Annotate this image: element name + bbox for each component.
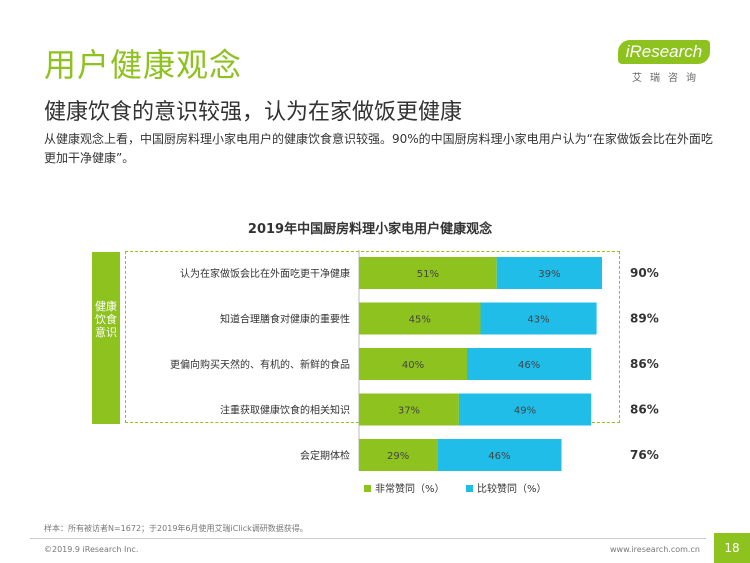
data-label: 43% — [527, 315, 549, 326]
copyright-text: ©2019.9 iResearch Inc. — [44, 545, 139, 554]
iresearch-logo: iResearch 艾瑞咨询 — [618, 40, 718, 90]
total-label: 89% — [630, 312, 659, 326]
data-label: 40% — [402, 360, 424, 371]
data-label: 39% — [538, 269, 560, 280]
chart-title: 2019年中国厨房料理小家电用户健康观念 — [247, 222, 493, 237]
bar-segment — [359, 302, 481, 335]
category-label: 知道合理膳食对健康的重要性 — [220, 313, 350, 326]
category-label: 注重获取健康饮食的相关知识 — [220, 404, 350, 417]
bar-segment — [359, 439, 438, 471]
bar-segment — [467, 348, 592, 380]
total-label: 76% — [630, 448, 659, 462]
data-label: 46% — [518, 360, 540, 371]
side-category-label: 健康饮食意识 — [95, 300, 117, 339]
legend-swatch — [364, 485, 371, 492]
bar-segment — [496, 257, 602, 289]
page-description: 从健康观念上看，中国厨房料理小家电用户的健康饮食意识较强。90%的中国厨房料理小… — [44, 132, 713, 165]
sample-note: 样本：所有被访者N=1672；于2019年6月使用艾瑞iClick调研数据获得。 — [44, 524, 308, 533]
total-label: 86% — [630, 357, 659, 371]
bar-segment — [359, 348, 467, 380]
stacked-bar-chart: 认为在家做饭会比在外面吃更干净健康 51% 39% 90% 知道合理膳食对健康的重要性 4… — [170, 250, 659, 495]
category-label: 会定期体检 — [300, 449, 350, 462]
category-label: 认为在家做饭会比在外面吃更干净健康 — [180, 267, 350, 280]
bar-segment — [480, 302, 597, 335]
legend-label: 比较赞同（%） — [477, 482, 547, 495]
logo-subtitle: 艾瑞咨询 — [632, 73, 704, 84]
logo-wordmark: iResearch — [618, 40, 710, 64]
data-label: 46% — [488, 451, 510, 462]
legend-label: 非常赞同（%） — [375, 482, 445, 495]
total-label: 86% — [630, 403, 659, 417]
category-label: 更偏向购买天然的、有机的、新鲜的食品 — [170, 358, 350, 371]
bar-segment — [359, 257, 497, 289]
bar-segment — [437, 439, 562, 471]
page-subtitle: 健康饮食的意识较强，认为在家做饭更健康 — [44, 100, 463, 125]
footer-divider — [30, 538, 706, 539]
data-label: 49% — [514, 406, 536, 417]
data-label: 51% — [417, 269, 439, 280]
page-number: 18 — [714, 533, 750, 563]
data-label: 45% — [409, 315, 431, 326]
page-title: 用户健康观念 — [44, 46, 243, 84]
data-label: 29% — [387, 451, 409, 462]
data-label: 37% — [398, 406, 420, 417]
website-url: www.iresearch.com.cn — [610, 545, 700, 554]
bar-segment — [359, 393, 459, 426]
total-label: 90% — [630, 266, 659, 280]
side-category-panel: 健康饮食意识 — [92, 252, 120, 424]
legend-swatch — [466, 485, 473, 492]
bar-segment — [458, 393, 592, 426]
